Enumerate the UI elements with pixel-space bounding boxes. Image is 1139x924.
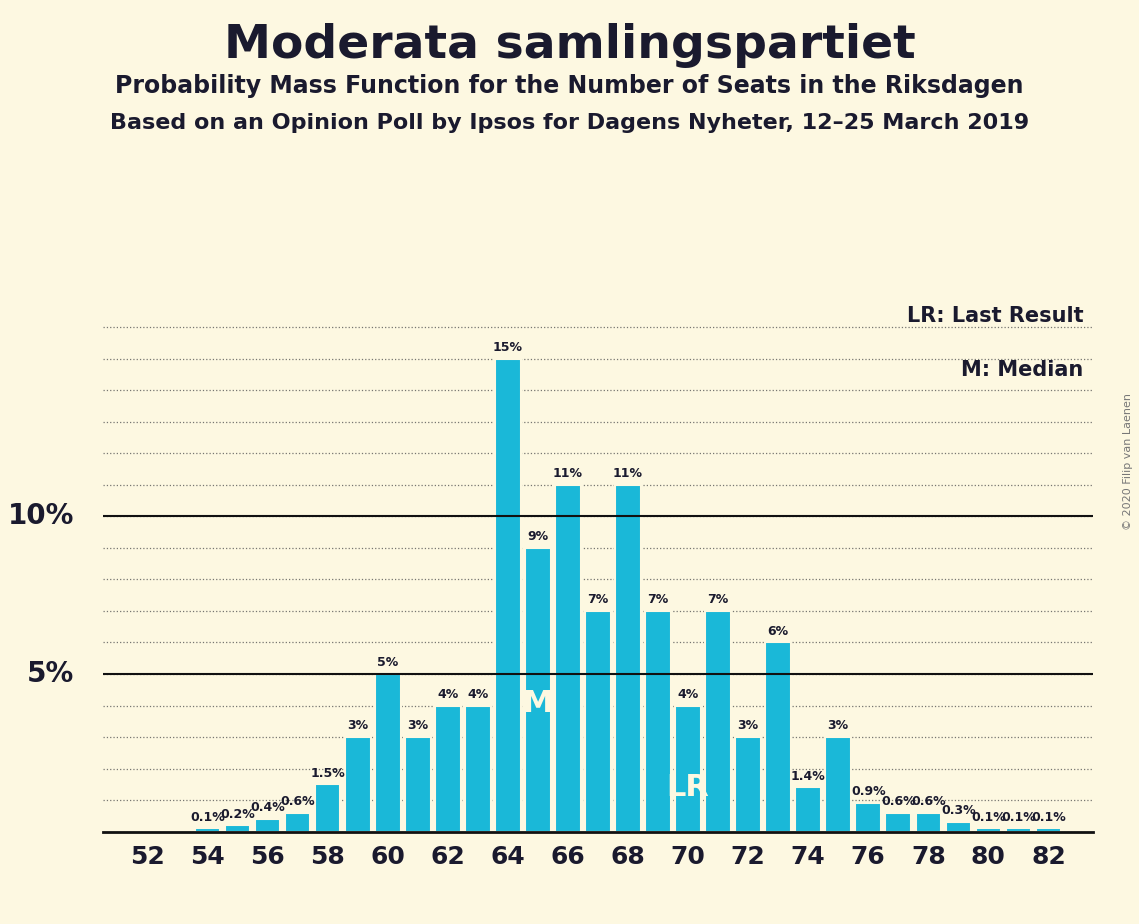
Text: 0.9%: 0.9% bbox=[851, 785, 885, 798]
Text: 0.2%: 0.2% bbox=[220, 808, 255, 821]
Text: 10%: 10% bbox=[8, 503, 74, 530]
Text: 11%: 11% bbox=[613, 468, 644, 480]
Text: 11%: 11% bbox=[552, 468, 583, 480]
Bar bbox=[255, 819, 280, 832]
Bar bbox=[465, 706, 491, 832]
Text: Moderata samlingspartiet: Moderata samlingspartiet bbox=[223, 23, 916, 68]
Text: 5%: 5% bbox=[377, 656, 399, 669]
Bar bbox=[705, 611, 731, 832]
Text: 9%: 9% bbox=[527, 530, 549, 543]
Text: LR: LR bbox=[666, 773, 710, 802]
Text: 0.3%: 0.3% bbox=[941, 805, 976, 818]
Bar bbox=[555, 485, 581, 832]
Bar bbox=[826, 737, 851, 832]
Bar bbox=[916, 813, 941, 832]
Text: 3%: 3% bbox=[738, 719, 759, 733]
Bar bbox=[1006, 829, 1031, 832]
Bar bbox=[345, 737, 370, 832]
Bar bbox=[675, 706, 700, 832]
Text: Probability Mass Function for the Number of Seats in the Riksdagen: Probability Mass Function for the Number… bbox=[115, 74, 1024, 98]
Text: 1.4%: 1.4% bbox=[790, 770, 826, 783]
Text: 7%: 7% bbox=[707, 593, 729, 606]
Text: M: M bbox=[523, 689, 554, 719]
Text: Based on an Opinion Poll by Ipsos for Dagens Nyheter, 12–25 March 2019: Based on an Opinion Poll by Ipsos for Da… bbox=[110, 113, 1029, 133]
Text: 4%: 4% bbox=[678, 687, 698, 700]
Bar bbox=[1035, 829, 1062, 832]
Bar bbox=[585, 611, 611, 832]
Bar bbox=[885, 813, 911, 832]
Bar bbox=[435, 706, 460, 832]
Text: 7%: 7% bbox=[647, 593, 669, 606]
Text: 0.6%: 0.6% bbox=[280, 795, 316, 808]
Text: 0.6%: 0.6% bbox=[880, 795, 916, 808]
Bar bbox=[316, 784, 341, 832]
Bar bbox=[976, 829, 1001, 832]
Text: 15%: 15% bbox=[493, 341, 523, 354]
Bar bbox=[195, 829, 220, 832]
Bar bbox=[795, 787, 821, 832]
Text: 6%: 6% bbox=[768, 625, 788, 638]
Bar bbox=[765, 642, 790, 832]
Text: © 2020 Filip van Laenen: © 2020 Filip van Laenen bbox=[1123, 394, 1133, 530]
Text: 4%: 4% bbox=[437, 687, 459, 700]
Bar bbox=[495, 359, 521, 832]
Text: 0.1%: 0.1% bbox=[1031, 810, 1066, 823]
Bar bbox=[646, 611, 671, 832]
Text: 7%: 7% bbox=[588, 593, 608, 606]
Text: M: Median: M: Median bbox=[961, 360, 1083, 380]
Bar bbox=[405, 737, 431, 832]
Bar bbox=[615, 485, 641, 832]
Text: 5%: 5% bbox=[27, 660, 74, 688]
Bar bbox=[855, 803, 880, 832]
Text: 3%: 3% bbox=[828, 719, 849, 733]
Text: LR: Last Result: LR: Last Result bbox=[907, 307, 1083, 326]
Text: 0.6%: 0.6% bbox=[911, 795, 945, 808]
Text: 3%: 3% bbox=[408, 719, 428, 733]
Text: 0.1%: 0.1% bbox=[190, 810, 226, 823]
Bar bbox=[375, 674, 401, 832]
Bar bbox=[945, 822, 972, 832]
Bar bbox=[224, 825, 251, 832]
Text: 0.1%: 0.1% bbox=[1001, 810, 1035, 823]
Text: 3%: 3% bbox=[347, 719, 368, 733]
Bar bbox=[525, 548, 550, 832]
Bar bbox=[736, 737, 761, 832]
Bar bbox=[285, 813, 311, 832]
Text: 4%: 4% bbox=[467, 687, 489, 700]
Text: 0.4%: 0.4% bbox=[251, 801, 285, 814]
Text: 0.1%: 0.1% bbox=[970, 810, 1006, 823]
Text: 1.5%: 1.5% bbox=[310, 767, 345, 780]
